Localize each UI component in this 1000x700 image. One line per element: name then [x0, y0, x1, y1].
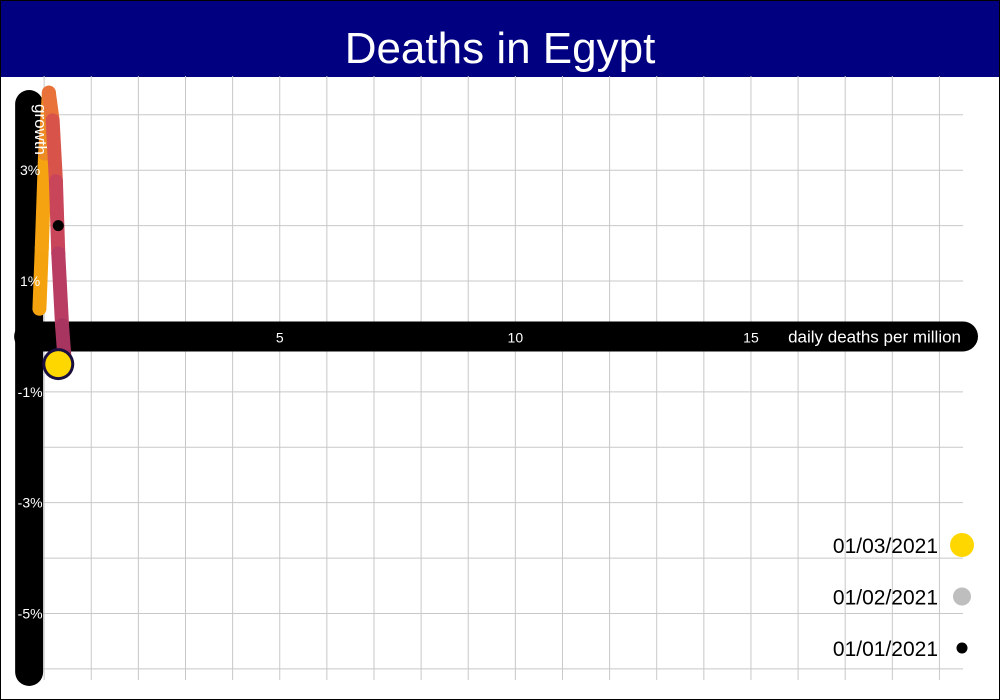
chart-title: Deaths in Egypt — [344, 24, 656, 73]
trail-segment — [51, 246, 70, 333]
data-point — [45, 351, 72, 378]
legend-label: 01/01/2021 — [833, 638, 938, 661]
legend-marker — [953, 587, 971, 606]
x-axis-title: daily deaths per million — [788, 327, 961, 346]
y-tick-label: 1% — [20, 273, 40, 289]
y-tick-label: -1% — [18, 384, 43, 400]
x-tick-label: 15 — [743, 329, 759, 345]
legend-label: 01/02/2021 — [833, 587, 938, 610]
data-trail — [32, 85, 73, 377]
legend: 01/03/2021 01/02/2021 01/01/2021 — [833, 533, 974, 661]
trail-segment — [48, 174, 66, 261]
y-tick-label: -5% — [18, 606, 43, 622]
data-points — [42, 220, 75, 381]
y-tick-label: -3% — [18, 495, 43, 511]
data-point — [52, 220, 64, 232]
x-tick-label: 10 — [508, 329, 524, 345]
y-axis-title: growth — [31, 104, 50, 155]
legend-marker — [956, 642, 968, 654]
trail-segment — [45, 113, 63, 189]
trail-segment — [32, 240, 49, 316]
trail-segment — [34, 146, 53, 255]
axis-labels: 5 10 15 3% 1% -1% -3% -5% daily deaths per milli… — [18, 104, 961, 622]
legend-label: 01/03/2021 — [833, 535, 938, 558]
title-bar: Deaths in Egypt — [1, 1, 999, 77]
grid — [30, 76, 963, 680]
x-tick-label: 5 — [276, 329, 284, 345]
y-tick-label: 3% — [20, 162, 40, 178]
axes — [14, 90, 978, 686]
legend-marker — [950, 533, 974, 557]
